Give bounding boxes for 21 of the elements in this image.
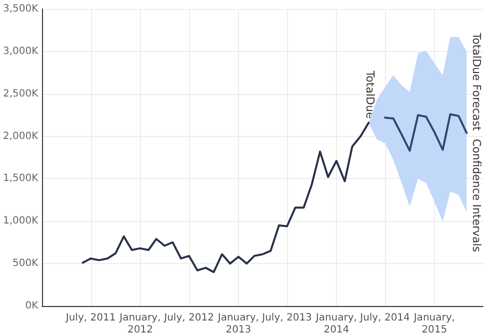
- y-tick-label: 2,000K: [3, 130, 39, 142]
- y-tick-label: 3,500K: [3, 4, 39, 14]
- y-tick-label: 500K: [12, 258, 39, 270]
- x-tick-label: July, 2011: [64, 312, 116, 324]
- x-tick-label: January, 2015: [412, 312, 455, 336]
- text: TotalDue: [364, 70, 377, 119]
- annotation: Confidence Intervals: [470, 138, 483, 252]
- x-tick-label: January, 2014: [314, 312, 357, 336]
- y-tick-label: 1,500K: [3, 173, 39, 184]
- x-tick-label: July, 2013: [261, 312, 312, 324]
- text: TotalDue Forecast: [470, 32, 483, 132]
- x-tick-label: July, 2012: [163, 312, 214, 324]
- line-series: [384, 113, 468, 152]
- x-tick-label: July, 2014: [359, 312, 410, 324]
- y-tick-label: 1,000K: [3, 216, 39, 227]
- y-tick-label: 3,000K: [3, 46, 39, 57]
- y-tick-label: 0K: [25, 300, 39, 312]
- x-tick-label: January, 2013: [216, 312, 259, 336]
- line-series: [82, 122, 370, 274]
- x-tick-label: January, 2012: [118, 312, 161, 336]
- y-tick-label: 2,500K: [3, 88, 39, 100]
